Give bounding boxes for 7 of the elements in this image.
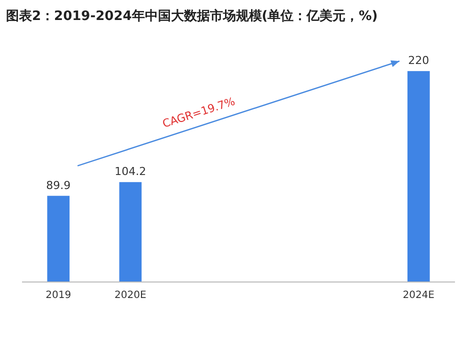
chart-title: 图表2：2019-2024年中国大数据市场规模(单位：亿美元，%) bbox=[6, 8, 378, 24]
x-tick-label: 2024E bbox=[402, 290, 435, 301]
data-label: 220 bbox=[408, 54, 430, 68]
data-label: 104.2 bbox=[114, 165, 146, 178]
x-tick-label: 2020E bbox=[114, 290, 146, 301]
x-tick-label: 2019 bbox=[46, 290, 72, 301]
data-label: 89.9 bbox=[46, 178, 71, 192]
